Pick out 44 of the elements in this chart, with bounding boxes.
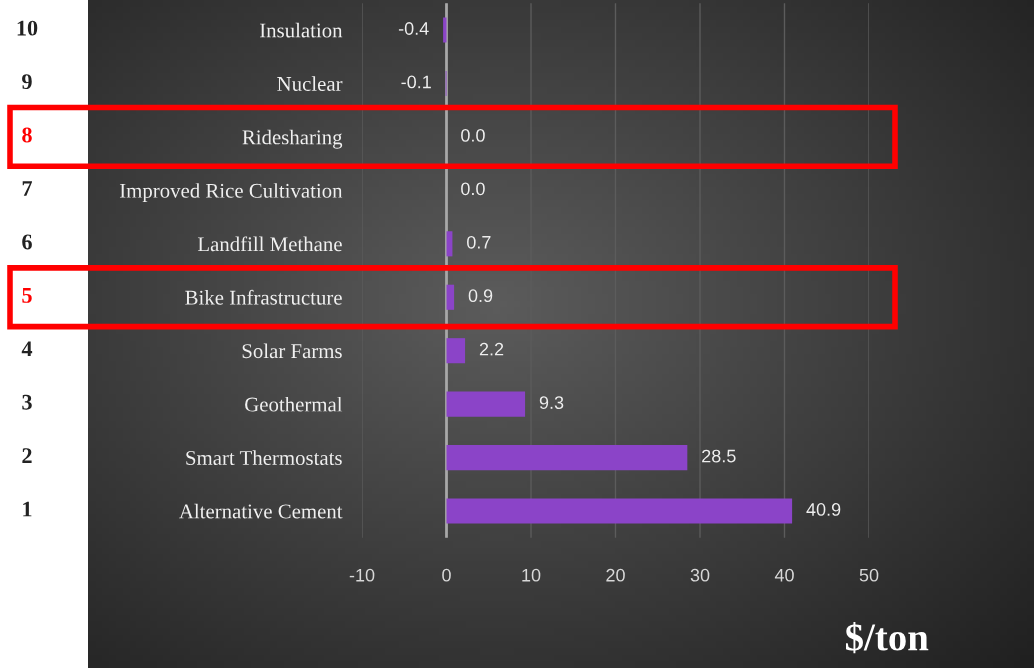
bar bbox=[443, 17, 447, 43]
bar bbox=[446, 284, 455, 310]
text: 9 bbox=[22, 74, 32, 90]
x-tick-label: -10 bbox=[349, 568, 375, 582]
x-tick-label: 0 bbox=[442, 568, 451, 582]
y-tick-label: Bike Infrastructure bbox=[185, 289, 342, 305]
y-tick-label: Insulation bbox=[259, 22, 343, 38]
text: 5 bbox=[22, 288, 32, 303]
text: 3 bbox=[22, 394, 32, 410]
data-label: 28.5 bbox=[702, 449, 736, 463]
x-tick-label: 20 bbox=[606, 568, 625, 582]
y-tick-label: Nuclear bbox=[277, 76, 343, 91]
x-tick-label: 30 bbox=[690, 568, 710, 582]
x-tick-label: 40 bbox=[774, 568, 794, 582]
text: 8 bbox=[22, 127, 32, 143]
text: 10 bbox=[17, 20, 38, 36]
y-tick-label: Smart Thermostats bbox=[186, 450, 342, 466]
data-label: 0.7 bbox=[467, 235, 491, 249]
data-label: 0.0 bbox=[461, 129, 485, 142]
y-tick-label: Geothermal bbox=[245, 396, 343, 412]
bar bbox=[446, 391, 526, 417]
x-tick-label: 10 bbox=[522, 568, 541, 582]
bar bbox=[446, 445, 688, 471]
y-tick-label: Landfill Methane bbox=[197, 236, 342, 252]
text: 2 bbox=[22, 448, 32, 463]
bar bbox=[446, 498, 793, 524]
data-label: 40.9 bbox=[806, 503, 841, 516]
text: 4 bbox=[21, 341, 33, 357]
data-label: 0.9 bbox=[468, 289, 493, 303]
data-label: 0.0 bbox=[461, 182, 485, 196]
bar bbox=[446, 338, 466, 364]
text: 7 bbox=[22, 181, 33, 196]
y-tick-label: Solar Farms bbox=[242, 343, 342, 359]
y-tick-label: Alternative Cement bbox=[179, 503, 343, 519]
x-tick-label: 50 bbox=[859, 568, 879, 582]
data-label: 9.3 bbox=[539, 396, 564, 409]
data-label: -0.1 bbox=[401, 75, 431, 89]
x-axis-title: $/ton bbox=[846, 622, 929, 654]
y-tick-label: Improved Rice Cultivation bbox=[119, 183, 343, 203]
data-label: 2.2 bbox=[479, 342, 504, 356]
text: 6 bbox=[22, 234, 32, 250]
y-tick-label: Ridesharing bbox=[242, 129, 343, 149]
text: 1 bbox=[23, 501, 32, 517]
data-label: -0.4 bbox=[398, 22, 429, 35]
